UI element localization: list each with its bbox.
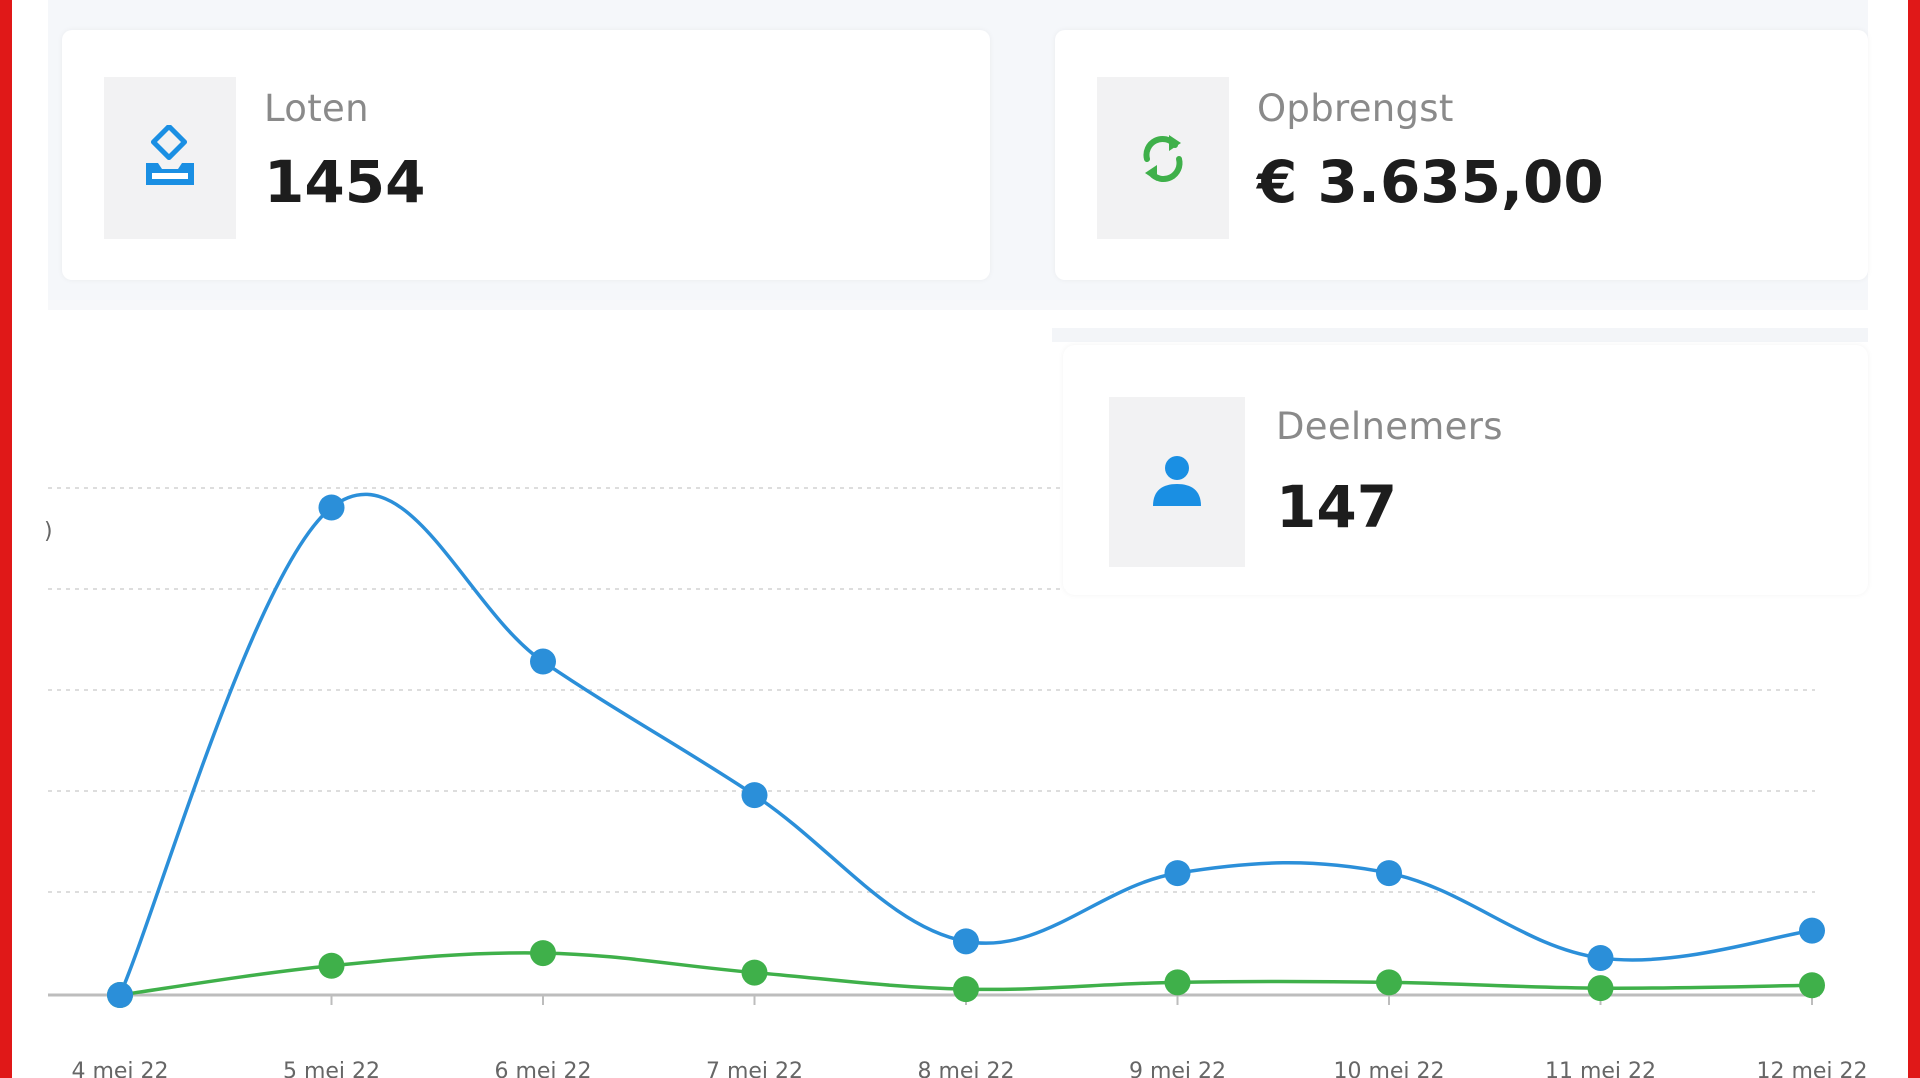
stat-label: Deelnemers	[1276, 405, 1503, 448]
data-point-0-1[interactable]	[318, 494, 345, 521]
x-tick-label: 12 mei 22	[1756, 1059, 1867, 1078]
data-point-1-6[interactable]	[1376, 969, 1402, 996]
data-point-0-2[interactable]	[530, 648, 556, 675]
stat-icon-box	[1109, 397, 1245, 567]
data-point-0-5[interactable]	[1164, 860, 1191, 887]
data-point-1-7[interactable]	[1587, 975, 1614, 1002]
data-point-0-0[interactable]	[107, 982, 133, 1008]
stat-card-loten[interactable]: Loten 1454	[62, 30, 990, 280]
stat-card-opbrengst[interactable]: Opbrengst € 3.635,00	[1055, 30, 1868, 280]
data-point-1-8[interactable]	[1799, 972, 1825, 999]
user-icon	[1153, 456, 1201, 506]
x-tick-label: 11 mei 22	[1545, 1059, 1656, 1078]
x-tick-label: 4 mei 22	[71, 1059, 168, 1078]
data-point-0-8[interactable]	[1799, 917, 1825, 944]
chart-series-points	[107, 494, 1825, 1008]
data-point-1-5[interactable]	[1164, 969, 1191, 996]
stat-value: 147	[1276, 473, 1398, 541]
data-point-0-7[interactable]	[1587, 944, 1614, 971]
card-top-strip	[1052, 328, 1868, 342]
x-tick-label: 7 mei 22	[706, 1059, 803, 1078]
stat-icon-box	[1097, 77, 1229, 239]
chart-grid	[48, 487, 1815, 893]
y-axis-label-cut: )	[44, 519, 53, 544]
x-tick-label: 9 mei 22	[1129, 1059, 1226, 1078]
x-tick-label: 5 mei 22	[283, 1059, 380, 1078]
data-point-0-3[interactable]	[741, 782, 768, 809]
x-axis-ticks: 4 mei 22 5 mei 22 6 mei 22 7 mei 22 8 mei 22…	[71, 995, 1868, 1078]
data-point-0-4[interactable]	[953, 928, 979, 955]
x-tick-label: 10 mei 22	[1333, 1059, 1444, 1078]
refresh-icon	[1143, 135, 1183, 182]
stat-value: € 3.635,00	[1257, 148, 1604, 216]
data-point-1-2[interactable]	[530, 940, 556, 967]
stat-value: 1454	[264, 148, 426, 216]
data-point-1-3[interactable]	[741, 959, 768, 986]
x-tick-label: 6 mei 22	[494, 1059, 591, 1078]
stat-card-deelnemers[interactable]: Deelnemers 147	[1063, 345, 1868, 595]
stat-label: Opbrengst	[1257, 87, 1454, 130]
stat-icon-box	[104, 77, 236, 239]
data-point-0-6[interactable]	[1376, 860, 1402, 887]
data-point-1-1[interactable]	[318, 952, 345, 979]
ballot-box-icon	[146, 125, 194, 185]
panel-divider	[48, 300, 1868, 310]
stat-label: Loten	[264, 87, 369, 130]
data-point-1-4[interactable]	[953, 976, 979, 1003]
x-tick-label: 8 mei 22	[917, 1059, 1014, 1078]
